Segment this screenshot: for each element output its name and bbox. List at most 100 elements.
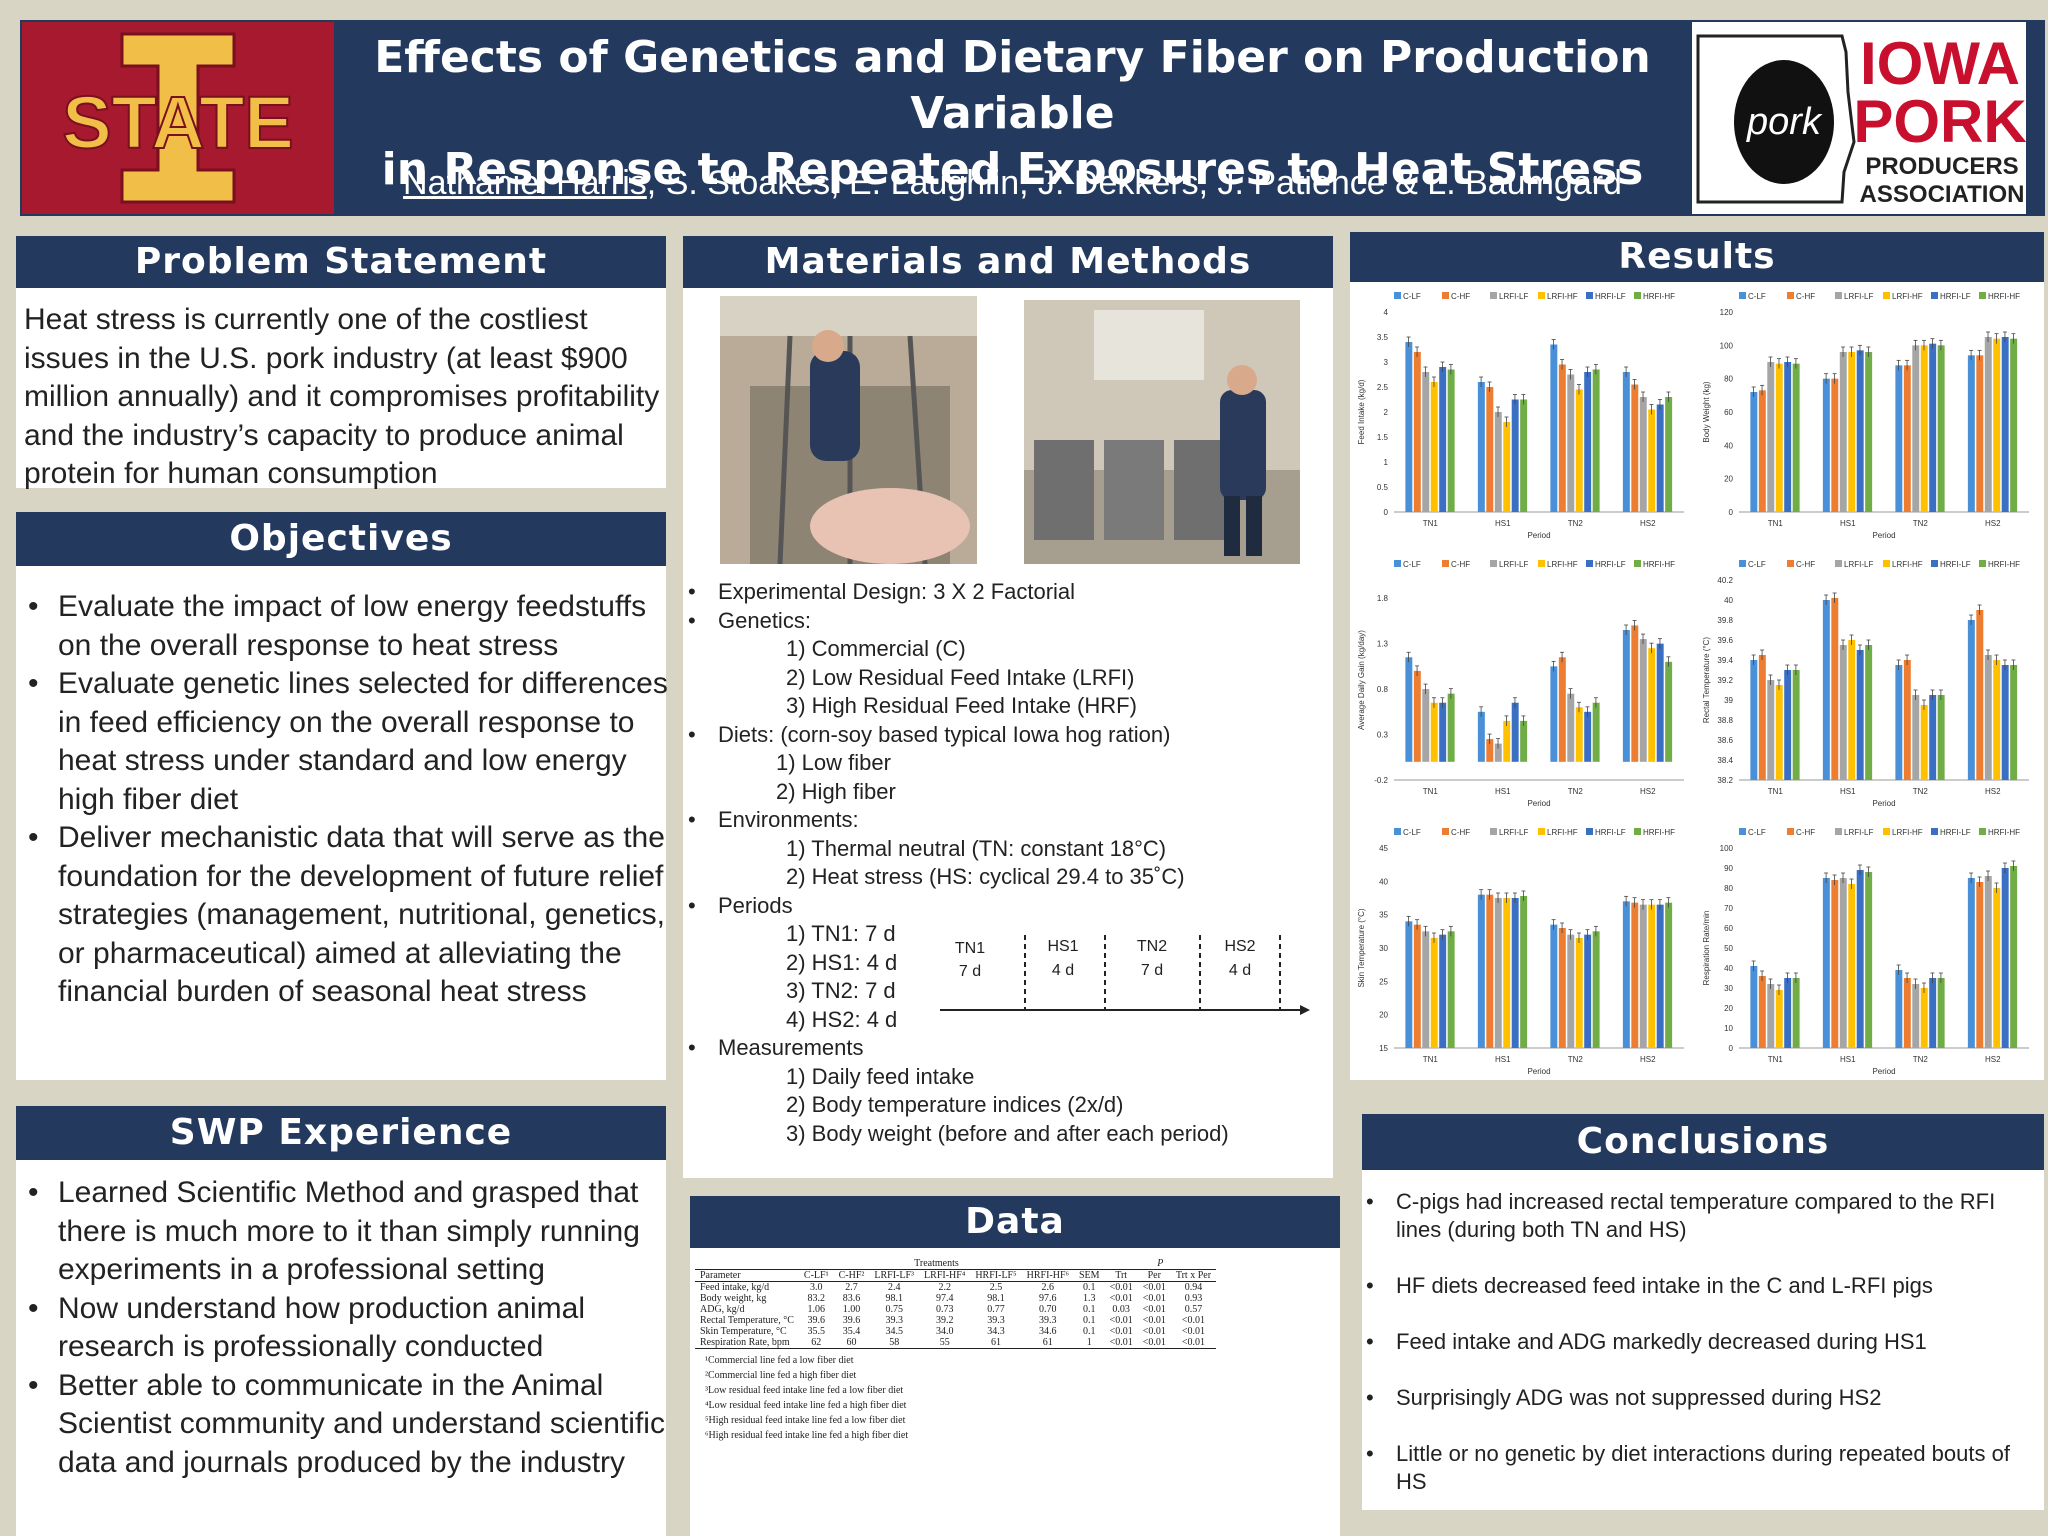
- table-cell: <0.01: [1142, 1282, 1166, 1293]
- table-cell: 0.73: [935, 1304, 954, 1315]
- bar: [1430, 702, 1438, 762]
- bar: [1439, 367, 1447, 512]
- legend-label: HRFI-HF: [1643, 292, 1675, 301]
- bar: [1477, 711, 1485, 762]
- iowa-state-logo: STATE: [22, 22, 334, 214]
- objective-item: Evaluate genetic lines selected for diff…: [28, 665, 678, 819]
- legend-swatch: [1394, 292, 1401, 299]
- legend-swatch: [1634, 560, 1641, 567]
- table-cell: 2.6: [1041, 1282, 1055, 1293]
- x-tick-label: TN2: [1913, 787, 1929, 796]
- methods-periods-label: Periods: [688, 892, 1330, 921]
- table-header-cell: LRFI-HF⁴: [924, 1270, 966, 1281]
- x-tick-label: TN1: [1423, 787, 1439, 796]
- bar: [1511, 898, 1519, 1048]
- x-tick-label: HS2: [1640, 519, 1656, 528]
- legend-label: C-HF: [1451, 828, 1470, 837]
- bar: [1592, 702, 1600, 762]
- bar: [1920, 345, 1928, 512]
- bar: [1567, 693, 1575, 762]
- bar: [1937, 978, 1945, 1048]
- bar: [2010, 338, 2018, 512]
- y-axis-label: Skin Temperature (°C): [1357, 908, 1366, 987]
- legend-swatch: [1979, 292, 1986, 299]
- bar: [1503, 898, 1511, 1048]
- bar: [1622, 630, 1630, 762]
- bar: [1856, 650, 1864, 780]
- y-tick-label: 0: [1729, 508, 1734, 517]
- y-tick-label: 3.5: [1377, 333, 1389, 342]
- y-tick-label: 0.8: [1377, 685, 1389, 694]
- table-header-cell: HRFI-LF⁵: [975, 1270, 1017, 1281]
- table-row: Body weight, kg 83.2 83.6 98.1 97.4 98.1 97.6 1…: [695, 1293, 1216, 1304]
- y-tick-label: 1.3: [1377, 640, 1389, 649]
- table-footnote: ⁵High residual feed intake line fed a lo…: [705, 1415, 906, 1426]
- table-cell: 60: [846, 1337, 857, 1348]
- legend-label: C-HF: [1796, 292, 1815, 301]
- bar: [1550, 924, 1558, 1048]
- x-axis-label: Period: [1527, 531, 1550, 540]
- table-row: Rectal Temperature, °C 39.6 39.6 39.3 39.2 39…: [695, 1315, 1216, 1326]
- bar: [1592, 931, 1600, 1048]
- legend-swatch: [1787, 560, 1794, 567]
- bar: [1477, 894, 1485, 1048]
- bar: [1520, 896, 1528, 1048]
- bar: [1750, 966, 1758, 1048]
- bar: [1656, 404, 1664, 512]
- table-cell: <0.01: [1109, 1282, 1133, 1293]
- y-tick-label: 30: [1379, 944, 1388, 953]
- x-tick-label: HS2: [1640, 1055, 1656, 1064]
- bar: [1767, 680, 1775, 780]
- table-cell: <0.01: [1142, 1326, 1166, 1337]
- x-tick-label: TN1: [1768, 787, 1784, 796]
- legend-swatch: [1634, 828, 1641, 835]
- bar: [1447, 369, 1455, 512]
- bar: [1592, 369, 1600, 512]
- title-line-1: Effects of Genetics and Dietary Fiber on…: [374, 32, 1651, 139]
- bar: [1486, 387, 1494, 512]
- bar: [1848, 640, 1856, 780]
- bar: [1405, 657, 1413, 762]
- table-cell: 0.1: [1083, 1304, 1096, 1315]
- svg-text:PRODUCERS: PRODUCERS: [1865, 153, 2018, 180]
- bar: [1639, 904, 1647, 1048]
- table-cell: Rectal Temperature, °C: [700, 1315, 794, 1326]
- bar: [1631, 625, 1639, 762]
- table-row: Skin Temperature, °C 35.5 35.4 34.5 34.0 34.3…: [695, 1326, 1216, 1337]
- y-tick-label: 39.6: [1717, 636, 1733, 645]
- legend-label: HRFI-LF: [1940, 560, 1971, 569]
- x-axis-label: Period: [1872, 1067, 1895, 1076]
- legend-swatch: [1979, 560, 1986, 567]
- data-table: Treatments P Parameter C-LF¹ C-HF² LRFI-LF³…: [695, 1258, 1217, 1349]
- table-cell: 83.6: [842, 1293, 861, 1304]
- x-tick-label: HS1: [1840, 787, 1856, 796]
- meas-item: 1) Daily feed intake: [786, 1063, 975, 1089]
- table-cell: 0.75: [885, 1304, 903, 1315]
- y-tick-label: 15: [1379, 1044, 1388, 1053]
- table-row: Respiration Rate, bpm 62 60 58 55 61 61 1 <0.01 <…: [695, 1337, 1217, 1349]
- table-cell: 0.94: [1184, 1282, 1203, 1293]
- x-tick-label: HS2: [1985, 787, 2001, 796]
- bar: [1477, 382, 1485, 512]
- y-tick-label: 1.5: [1377, 433, 1389, 442]
- title-line-2: in Response to Repeated Exposures to Hea…: [381, 144, 1644, 195]
- table-cell: 39.3: [885, 1315, 903, 1326]
- bar: [1413, 670, 1421, 762]
- bar: [1865, 352, 1873, 512]
- bar: [1413, 924, 1421, 1048]
- bar: [1584, 711, 1592, 762]
- bar: [1895, 970, 1903, 1048]
- y-tick-label: 70: [1724, 904, 1733, 913]
- legend-label: LRFI-LF: [1844, 828, 1873, 837]
- legend-swatch: [1883, 560, 1890, 567]
- legend-swatch: [1586, 560, 1593, 567]
- data-panel: [690, 1248, 1340, 1536]
- table-group-header: Treatments P: [695, 1258, 1216, 1270]
- y-tick-label: 90: [1724, 864, 1733, 873]
- table-cell: 62: [811, 1337, 822, 1348]
- table-cell: 55: [939, 1337, 950, 1348]
- objectives-title: Objectives: [16, 512, 666, 566]
- y-axis-label: Rectal Temperature (°C): [1702, 637, 1711, 724]
- legend-label: HRFI-LF: [1595, 560, 1626, 569]
- bar: [1920, 988, 1928, 1048]
